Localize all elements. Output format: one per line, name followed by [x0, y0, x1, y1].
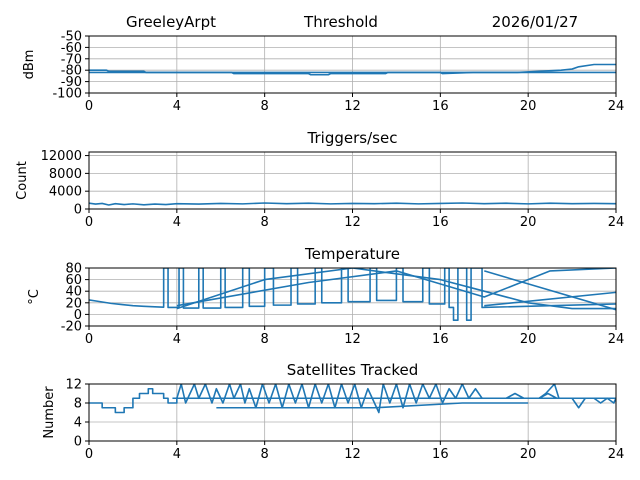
series-group	[89, 202, 616, 206]
y-tick-label: 60	[65, 273, 82, 288]
y-tick-label: 12	[65, 378, 82, 393]
y-tick-label: 40	[65, 285, 82, 300]
y-tick-label: -80	[61, 64, 82, 79]
x-tick-label: 8	[261, 215, 269, 230]
x-tick-label: 16	[432, 215, 449, 230]
y-tick-label: 4000	[49, 185, 82, 200]
x-tick-label: 16	[432, 99, 449, 114]
x-tick-label: 24	[608, 215, 625, 230]
x-tick-label: 24	[608, 332, 625, 347]
x-tick-label: 0	[85, 215, 93, 230]
y-tick-label: 4	[74, 416, 82, 431]
date-label: 2026/01/27	[492, 13, 578, 31]
x-tick-label: 8	[261, 447, 269, 462]
x-tick-label: 20	[520, 99, 537, 114]
chart-panels: 0 4 8 12 16 20 24 -100-90-80-70-60-50 dBm 0 4 8 12 16…	[15, 30, 624, 463]
x-tick-label: 16	[432, 447, 449, 462]
y-axis-label-triggers: Count	[15, 161, 30, 200]
y-tick-label: 8000	[49, 167, 82, 182]
y-tick-label: -90	[61, 75, 82, 90]
x-tick-label: 20	[520, 447, 537, 462]
series-line-1	[89, 268, 616, 321]
series-line-5	[484, 291, 616, 307]
y-axis-label-threshold: dBm	[22, 50, 37, 80]
x-tick-label: 0	[85, 332, 93, 347]
panel-title-triggers: Triggers/sec	[307, 129, 398, 147]
panel-title-temperature: Temperature	[304, 245, 400, 263]
panel-triggers: 0 4 8 12 16 20 2404000800012000Triggers/secCou…	[15, 129, 624, 230]
x-tick-label: 4	[173, 215, 181, 230]
series-line-2	[176, 268, 616, 310]
panel-title-threshold: Threshold	[303, 13, 378, 31]
x-tick-label: 12	[344, 447, 361, 462]
x-tick-label: 20	[520, 332, 537, 347]
y-tick-label: -20	[61, 320, 82, 335]
x-tick-label: 0	[85, 447, 93, 462]
series-group	[89, 63, 616, 76]
x-tick-label: 8	[261, 332, 269, 347]
y-axis-label-satellites: Number	[42, 386, 57, 439]
y-tick-label: 0	[74, 203, 82, 218]
y-tick-label: 80	[65, 262, 82, 277]
x-tick-label: 4	[173, 332, 181, 347]
series-line-3	[176, 268, 616, 307]
x-tick-label: 16	[432, 332, 449, 347]
x-tick-label: 8	[261, 99, 269, 114]
x-tick-label: 4	[173, 447, 181, 462]
x-tick-label: 24	[608, 447, 625, 462]
series-line-2	[216, 402, 529, 409]
x-tick-label: 12	[344, 99, 361, 114]
x-tick-label: 4	[173, 99, 181, 114]
x-tick-label: 24	[608, 99, 625, 114]
series-group	[89, 268, 616, 321]
series-line-5	[593, 397, 616, 404]
panel-title-satellites: Satellites Tracked	[287, 361, 418, 379]
y-tick-label: -50	[61, 30, 82, 45]
x-tick-label: 0	[85, 99, 93, 114]
y-tick-label: 12000	[41, 149, 82, 164]
station-name: GreeleyArpt	[126, 13, 216, 31]
series-line-1	[89, 202, 616, 206]
y-axis-label-temperature: °C	[27, 289, 42, 305]
x-tick-label: 20	[520, 215, 537, 230]
series-line-4	[538, 392, 616, 409]
panel-satellites: 0 4 8 12 16 20 24 0 4 8 12 Satellites Tracked Number	[42, 361, 624, 462]
y-tick-label: -60	[61, 41, 82, 56]
panel-threshold: 0 4 8 12 16 20 24 -100-90-80-70-60-50 dBm	[22, 30, 624, 115]
series-line-4	[484, 270, 616, 311]
y-tick-label: -70	[61, 52, 82, 67]
y-tick-label: 0	[74, 435, 82, 450]
series-line-1	[89, 384, 616, 414]
y-tick-label: 8	[74, 397, 82, 412]
y-tick-label: 20	[65, 296, 82, 311]
x-tick-label: 12	[344, 332, 361, 347]
series-group	[89, 384, 616, 414]
x-tick-label: 12	[344, 215, 361, 230]
y-tick-label: -100	[52, 87, 82, 102]
y-tick-label: 0	[74, 308, 82, 323]
